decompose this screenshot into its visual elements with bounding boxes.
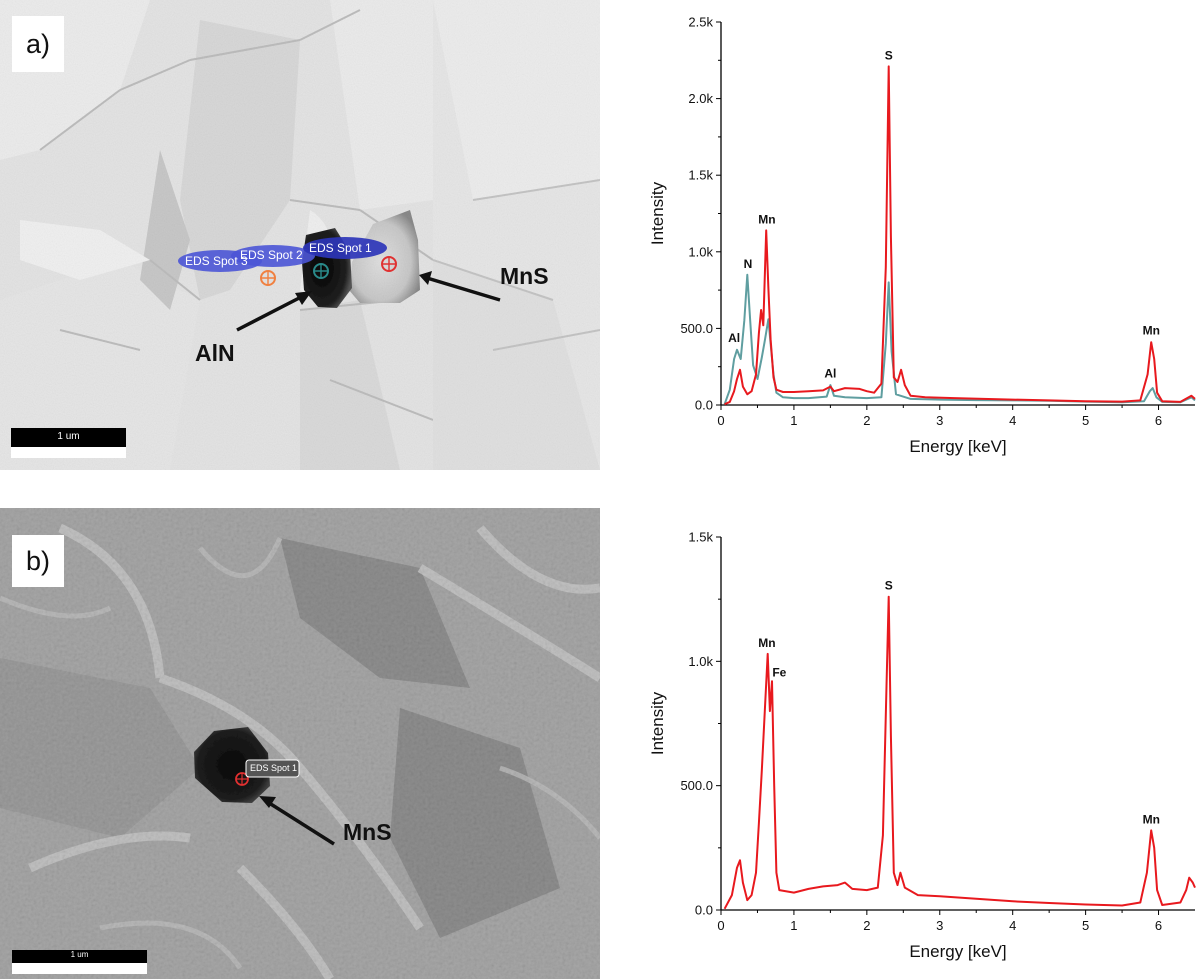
scale-bar-b — [12, 950, 147, 963]
peak-label: S — [885, 48, 893, 62]
peak-label: Mn — [1143, 812, 1160, 826]
y-tick-label: 1.5k — [688, 530, 713, 545]
spot-label-2: EDS Spot 2 — [240, 248, 303, 262]
x-tick-label: 2 — [863, 413, 870, 428]
spectrum-chart-a: 0 1 2 3 4 5 6 0.0 500.0 1.0k 1.5k 2.0k 2.5k Energy [k… — [640, 12, 1200, 480]
x-tick-label: 3 — [936, 918, 943, 933]
peak-label: Al — [824, 366, 836, 380]
x-axis-title: Energy [keV] — [909, 437, 1006, 456]
panel-a-label: a) — [12, 16, 64, 72]
peak-label: Mn — [758, 212, 775, 226]
spot-label-3: EDS Spot 3 — [185, 254, 248, 268]
spectrum-chart-a-svg: 0 1 2 3 4 5 6 0.0 500.0 1.0k 1.5k 2.0k 2.5k Energy [k… — [648, 15, 1196, 456]
x-axis-title: Energy [keV] — [909, 942, 1006, 961]
x-tick-label: 3 — [936, 413, 943, 428]
peak-label: Al — [728, 331, 740, 345]
spot-label-1: EDS Spot 1 — [309, 241, 372, 255]
annotation-mns-b: MnS — [343, 819, 392, 845]
x-tick-label: 1 — [790, 413, 797, 428]
scale-bar-a-label: 1 um — [57, 431, 80, 442]
y-tick-label: 500.0 — [680, 778, 713, 793]
y-axis-title: Intensity — [648, 181, 667, 245]
peak-label: Mn — [758, 636, 775, 650]
micrograph-a: a) EDS Spot 3 EDS Spot 2 EDS Spot 1 AlN … — [0, 0, 433, 470]
spectrum-chart-b: 0 1 2 3 4 5 6 0.0 500.0 1.0k 1.5k Energy [keV] Inten… — [640, 525, 1200, 979]
x-tick-label: 2 — [863, 918, 870, 933]
annotation-mns-a: MnS — [500, 263, 549, 289]
scale-bar-a — [11, 428, 126, 447]
micrograph-a-image — [0, 0, 433, 470]
x-tick-label: 5 — [1082, 918, 1089, 933]
y-tick-label: 0.0 — [695, 398, 713, 413]
peak-label: S — [885, 579, 893, 593]
micrograph-b: b) EDS Spot 1 MnS 1 um — [0, 508, 600, 979]
y-tick-label: 1.0k — [688, 654, 713, 669]
x-tick-label: 4 — [1009, 918, 1016, 933]
panel-b-label: b) — [12, 535, 64, 587]
y-tick-label: 0.0 — [695, 903, 713, 918]
x-tick-label: 1 — [790, 918, 797, 933]
scale-bar-b-base — [12, 963, 147, 974]
peak-label: N — [744, 257, 753, 271]
annotation-aln: AlN — [195, 340, 235, 366]
peak-label: Fe — [772, 666, 786, 680]
series-line-1 — [724, 65, 1196, 406]
series-line-1 — [723, 595, 1196, 910]
micrograph-a-extension: MnS — [433, 0, 600, 470]
y-tick-label: 2.0k — [688, 91, 713, 106]
x-tick-label: 0 — [717, 413, 724, 428]
x-tick-label: 6 — [1155, 413, 1162, 428]
x-tick-label: 6 — [1155, 918, 1162, 933]
scale-bar-a-base — [11, 447, 126, 458]
y-tick-label: 2.5k — [688, 15, 713, 30]
spot-label-b-1: EDS Spot 1 — [250, 763, 298, 773]
x-tick-label: 5 — [1082, 413, 1089, 428]
y-axis-title: Intensity — [648, 691, 667, 755]
peak-label: Mn — [1143, 323, 1160, 337]
series-line-2 — [723, 273, 1196, 405]
micrograph-b-image — [0, 508, 600, 979]
x-tick-label: 0 — [717, 918, 724, 933]
x-tick-label: 4 — [1009, 413, 1016, 428]
y-tick-label: 1.0k — [688, 244, 713, 259]
y-tick-label: 1.5k — [688, 168, 713, 183]
scale-bar-b-label: 1 um — [70, 950, 89, 959]
spectrum-chart-b-svg: 0 1 2 3 4 5 6 0.0 500.0 1.0k 1.5k Energy [keV] Inten… — [648, 530, 1196, 961]
y-tick-label: 500.0 — [680, 321, 713, 336]
